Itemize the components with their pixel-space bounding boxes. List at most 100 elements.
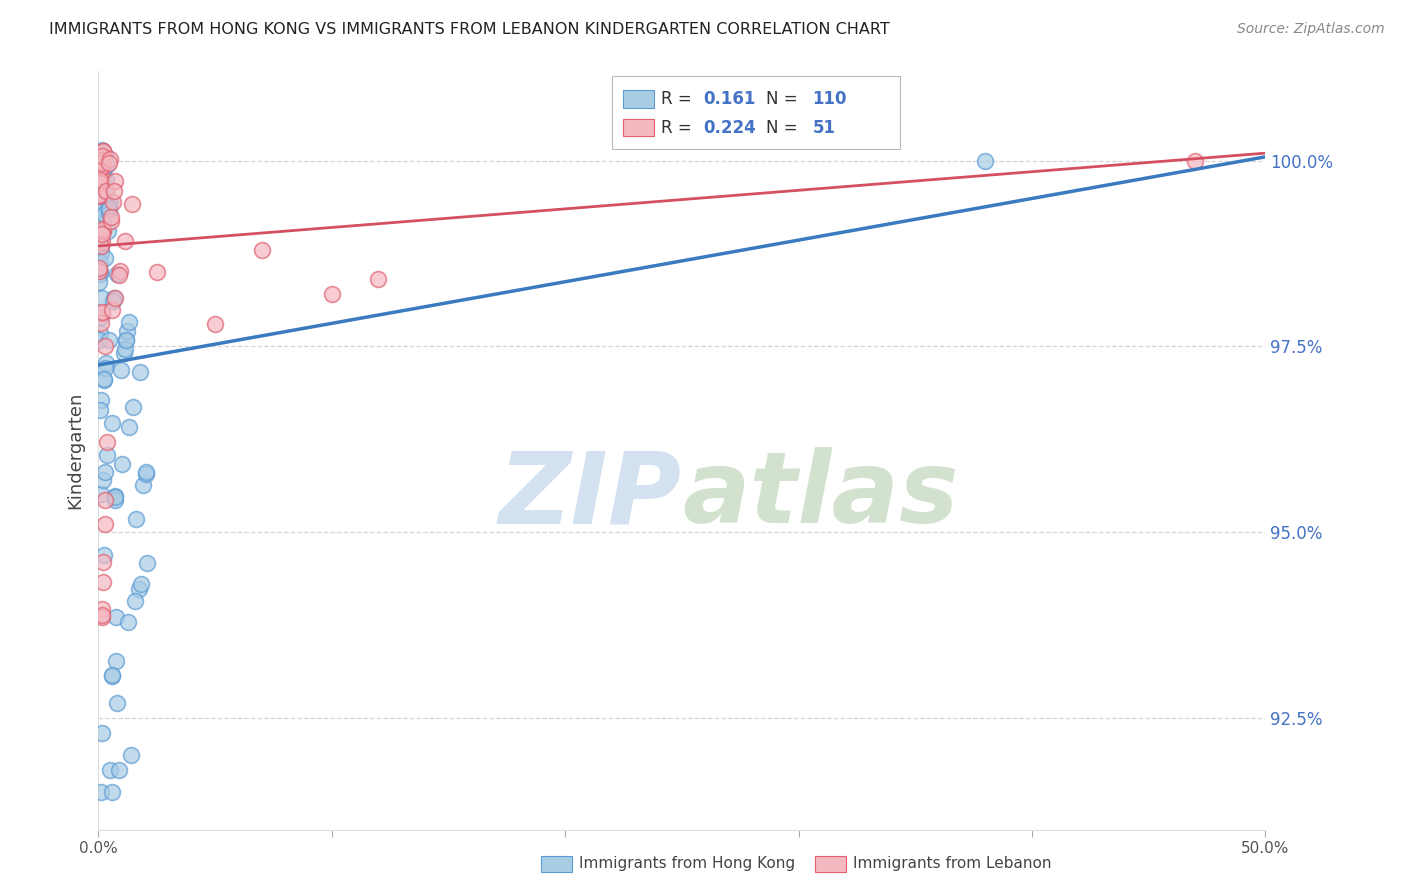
- Point: [94, 148, 117, 162]
- Point: [100, 214, 122, 228]
- Point: [89, 267, 111, 281]
- Point: [89, 255, 111, 269]
- Point: [94, 149, 117, 163]
- Point: [121, 197, 143, 211]
- Point: [90, 310, 112, 325]
- Point: [90, 178, 112, 193]
- Point: [101, 194, 124, 209]
- Point: [117, 325, 139, 339]
- Point: [103, 291, 125, 305]
- Point: [94, 339, 117, 353]
- Point: [94, 188, 117, 202]
- Point: [87, 189, 110, 203]
- Point: [115, 333, 138, 347]
- Text: 0.161: 0.161: [703, 90, 755, 108]
- Point: [87, 264, 110, 278]
- Point: [87, 276, 110, 290]
- Point: [118, 315, 141, 329]
- Point: [93, 191, 115, 205]
- Text: 110: 110: [813, 90, 848, 108]
- Point: [124, 594, 146, 608]
- Point: [101, 302, 124, 317]
- Point: [117, 615, 139, 630]
- Point: [90, 316, 112, 330]
- Point: [97, 333, 120, 347]
- Point: [91, 291, 114, 305]
- Point: [100, 210, 122, 224]
- Point: [91, 144, 114, 158]
- Point: [90, 238, 112, 252]
- Point: [129, 365, 152, 379]
- Point: [91, 473, 114, 487]
- Text: N =: N =: [766, 119, 803, 136]
- Point: [105, 696, 128, 710]
- Point: [103, 184, 125, 198]
- Point: [93, 211, 115, 225]
- Point: [98, 763, 121, 777]
- Point: [91, 175, 114, 189]
- Point: [104, 174, 127, 188]
- Point: [111, 457, 134, 471]
- Point: [96, 184, 118, 198]
- Point: [129, 576, 152, 591]
- Point: [136, 556, 159, 570]
- Point: [90, 487, 112, 501]
- Point: [90, 306, 112, 320]
- Point: [146, 265, 169, 279]
- Point: [91, 213, 114, 227]
- Point: [93, 465, 115, 479]
- Point: [90, 169, 112, 183]
- Point: [105, 267, 128, 281]
- Text: 51: 51: [813, 119, 835, 136]
- Point: [94, 356, 117, 370]
- Point: [94, 360, 117, 375]
- Text: ZIP: ZIP: [499, 448, 682, 544]
- Point: [94, 171, 117, 186]
- Point: [98, 195, 121, 210]
- Point: [94, 251, 117, 265]
- Point: [96, 434, 118, 449]
- Point: [87, 202, 110, 216]
- Point: [132, 477, 155, 491]
- Point: [115, 333, 138, 347]
- Point: [89, 163, 111, 178]
- Point: [96, 448, 118, 462]
- Point: [91, 169, 114, 184]
- Point: [89, 333, 111, 347]
- Point: [91, 224, 114, 238]
- Point: [101, 785, 124, 799]
- Point: [91, 221, 114, 235]
- Point: [89, 402, 111, 417]
- Point: [93, 159, 115, 173]
- Point: [91, 222, 114, 236]
- Point: [108, 263, 131, 277]
- Point: [94, 492, 117, 507]
- Point: [101, 416, 124, 430]
- Point: [120, 748, 142, 763]
- Point: [98, 152, 121, 166]
- Point: [89, 162, 111, 177]
- Point: [91, 149, 114, 163]
- Point: [90, 239, 112, 253]
- Point: [101, 668, 124, 682]
- Point: [90, 245, 112, 260]
- Point: [90, 149, 112, 163]
- Point: [93, 207, 115, 221]
- Point: [104, 610, 127, 624]
- Point: [91, 153, 114, 168]
- Point: [90, 153, 112, 167]
- Point: [90, 153, 112, 167]
- Point: [90, 608, 112, 623]
- Text: N =: N =: [766, 90, 803, 108]
- Point: [91, 151, 114, 165]
- Point: [118, 420, 141, 434]
- Point: [90, 160, 112, 174]
- Point: [96, 224, 118, 238]
- Point: [89, 172, 111, 186]
- Point: [91, 575, 114, 590]
- Point: [89, 157, 111, 171]
- Point: [90, 235, 112, 249]
- Point: [93, 516, 115, 531]
- Point: [122, 400, 145, 414]
- Point: [91, 555, 114, 569]
